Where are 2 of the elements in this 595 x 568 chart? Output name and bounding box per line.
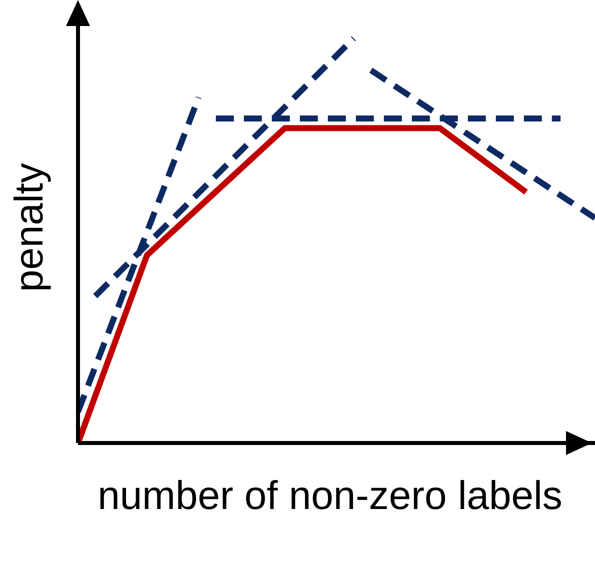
x-axis-title: number of non-zero labels (96, 473, 564, 520)
y-axis-title: penalty (8, 162, 52, 294)
